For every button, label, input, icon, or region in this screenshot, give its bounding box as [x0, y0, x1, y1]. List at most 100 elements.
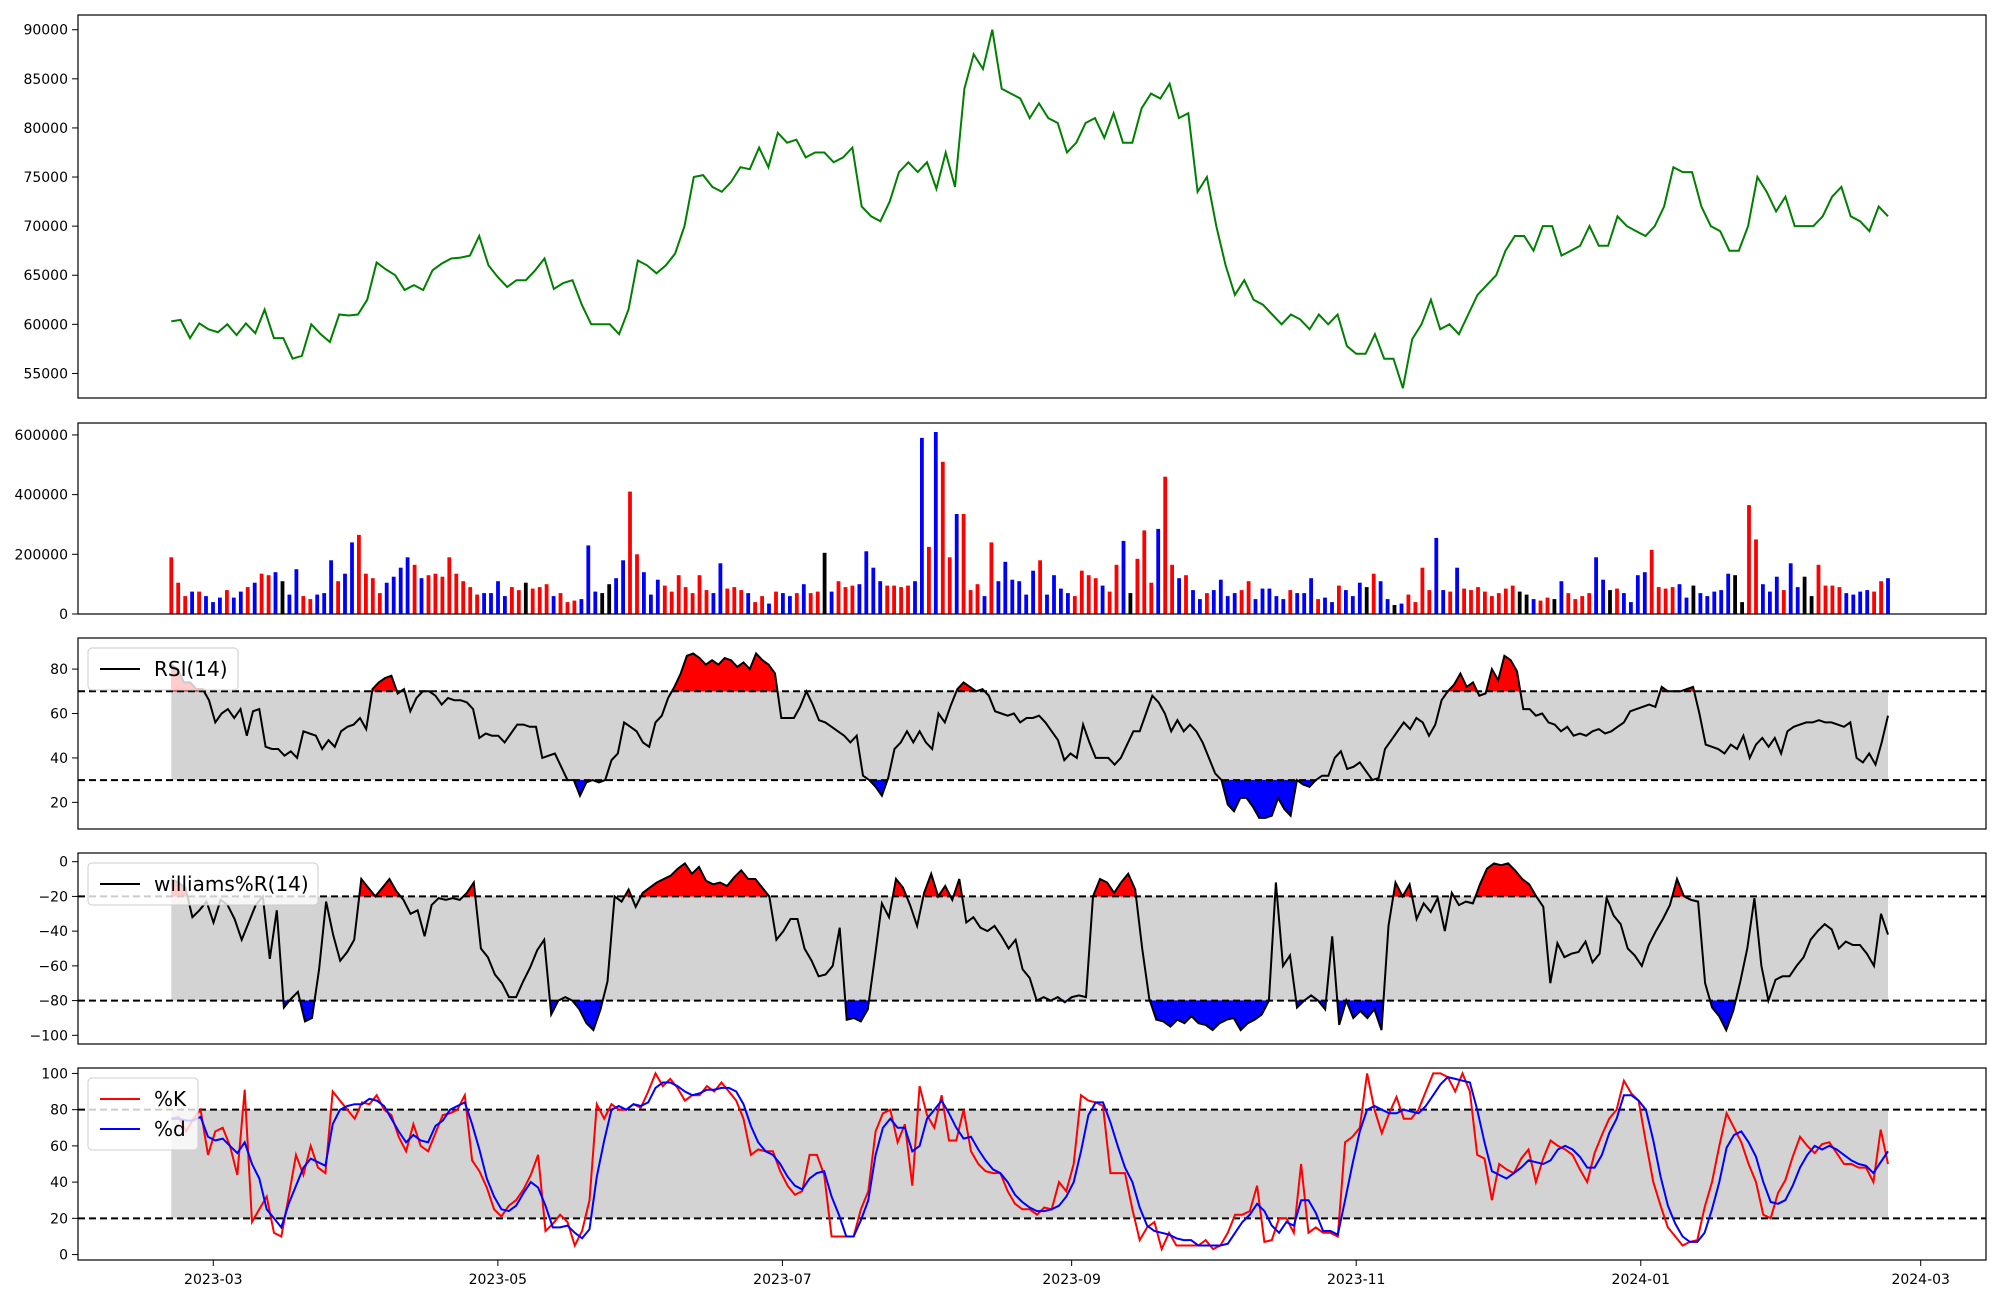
volume-bar-121	[1010, 579, 1015, 614]
volume-bar-55	[551, 596, 556, 614]
volume-bar-225	[1733, 575, 1737, 614]
volume-bar-94	[822, 552, 827, 614]
volume-bar-148	[1198, 599, 1202, 614]
volume-bar-111	[940, 461, 945, 614]
volume-bar-245	[1872, 591, 1876, 614]
volume-bar-64	[614, 578, 618, 614]
volume-bar-112	[947, 557, 952, 614]
price-ytick-label-0: 55000	[23, 366, 68, 382]
rsi-ytick-label-2: 60	[50, 707, 68, 723]
volume-bar-0	[169, 557, 174, 614]
volume-bar-208	[1615, 588, 1619, 614]
volume-bar-205	[1594, 557, 1598, 614]
volume-bar-108	[920, 437, 924, 614]
volume-bar-242	[1851, 594, 1856, 614]
volume-bar-77	[704, 590, 709, 614]
volume-bar-207	[1608, 590, 1612, 614]
volume-ytick-label-2: 400000	[15, 488, 68, 504]
volume-bar-126	[1045, 594, 1049, 614]
x-tick-label-2: 2023-07	[753, 1272, 812, 1288]
volume-bar-194	[1517, 591, 1522, 614]
volume-bar-180	[1420, 567, 1425, 614]
volume-bar-145	[1177, 578, 1181, 614]
volume-bar-156	[1253, 599, 1258, 614]
volume-bar-118	[989, 542, 994, 614]
volume-bar-147	[1191, 590, 1195, 614]
x-tick-label-4: 2023-11	[1327, 1272, 1386, 1288]
volume-bar-113	[954, 514, 959, 614]
volume-bar-181	[1427, 590, 1432, 614]
volume-bar-150	[1211, 590, 1216, 614]
volume-bar-114	[961, 514, 966, 614]
volume-bar-177	[1399, 603, 1404, 614]
volume-bar-176	[1392, 605, 1397, 614]
price-ytick-label-7: 90000	[23, 23, 68, 39]
volume-bar-106	[906, 585, 910, 614]
volume-bar-124	[1031, 570, 1035, 614]
stochastic-ytick-label-2: 40	[50, 1175, 68, 1191]
rsi-legend-box	[87, 647, 239, 691]
volume-bar-44	[475, 594, 479, 614]
rsi-line	[170, 651, 1889, 819]
volume-bar-40	[447, 557, 452, 614]
volume-bar-215	[1663, 588, 1668, 614]
volume-bar-14	[266, 575, 271, 614]
volume-bar-231	[1774, 576, 1779, 614]
volume-bar-169	[1344, 590, 1348, 614]
rsi-legend-label-0: RSI(14)	[154, 657, 228, 681]
volume-ytick-label-1: 200000	[15, 547, 68, 563]
x-tick-label-6: 2024-03	[1891, 1272, 1950, 1288]
volume-bar-16	[280, 581, 285, 614]
volume-bar-85	[760, 596, 764, 614]
volume-bar-65	[621, 560, 625, 614]
volume-bar-117	[982, 596, 987, 614]
volume-bar-240	[1837, 587, 1842, 614]
williams-ytick-label-2: −60	[38, 959, 68, 975]
volume-bar-100	[864, 551, 869, 614]
volume-bar-165	[1316, 599, 1320, 614]
volume-bar-21	[315, 594, 320, 614]
volume-bar-216	[1670, 587, 1675, 614]
volume-bar-96	[836, 581, 841, 614]
price-ytick-label-4: 75000	[23, 170, 68, 186]
volume-bar-88	[781, 593, 785, 614]
volume-bar-110	[933, 432, 938, 614]
volume-bar-151	[1218, 579, 1223, 614]
volume-bar-9	[231, 597, 236, 614]
williams-panel: −100 −80 −60 −40 −20 0 williams%R(14)	[30, 852, 1987, 1045]
volume-bar-142	[1156, 528, 1161, 614]
stochastic-ytick-label-3: 60	[50, 1139, 68, 1155]
volume-bar-158	[1267, 588, 1272, 614]
volume-bar-144	[1170, 564, 1174, 614]
volume-bar-38	[433, 573, 438, 614]
volume-bar-61	[593, 591, 598, 614]
williams-ytick-label-5: 0	[59, 855, 68, 871]
volume-bar-27	[357, 534, 361, 614]
volume-bar-134	[1100, 585, 1105, 614]
volume-bar-243	[1858, 591, 1863, 614]
volume-frame	[77, 422, 1987, 615]
volume-bar-104	[892, 585, 896, 614]
volume-bar-32	[391, 576, 396, 614]
volume-bar-12	[252, 582, 257, 614]
volume-bar-26	[350, 542, 354, 614]
volume-bar-62	[600, 593, 605, 614]
volume-bar-6	[211, 602, 215, 614]
x-tick-label-3: 2023-09	[1042, 1272, 1101, 1288]
volume-bar-152	[1225, 596, 1230, 614]
volume-bar-95	[829, 591, 834, 614]
shared-date-axis: 2023-03 2023-05 2023-07 2023-09 2023-11 2024-…	[184, 1260, 1950, 1288]
volume-bar-103	[885, 585, 890, 614]
stochastic-ytick-label-0: 0	[59, 1248, 68, 1264]
volume-bar-189	[1483, 591, 1487, 614]
stochastic-line-k	[171, 1070, 1889, 1253]
volume-bar-52	[530, 588, 535, 614]
volume-bar-98	[850, 585, 855, 614]
volume-bar-198	[1545, 597, 1550, 614]
volume-bar-167	[1330, 602, 1334, 614]
volume-bar-241	[1844, 593, 1849, 614]
volume-bar-228	[1754, 539, 1758, 614]
volume-bar-48	[503, 596, 507, 614]
volume-bar-123	[1024, 594, 1029, 614]
price-ytick-label-1: 60000	[23, 317, 68, 333]
